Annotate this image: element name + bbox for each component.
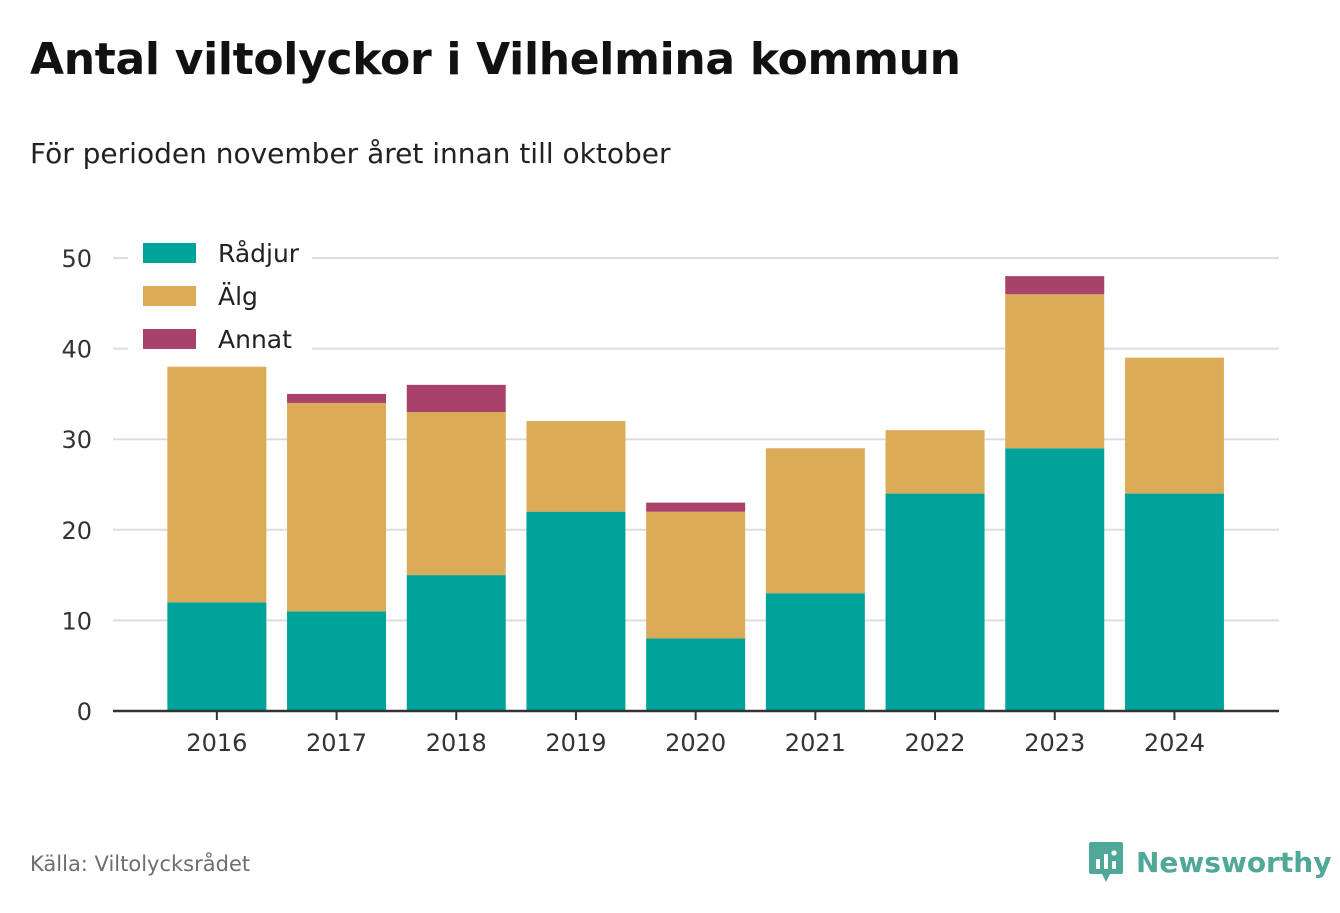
bar-segment — [1005, 276, 1105, 295]
x-tick-label: 2020 — [665, 729, 726, 757]
legend-label: Rådjur — [218, 239, 300, 268]
legend: Rådjur Älg Annat — [128, 232, 312, 357]
bar-segment — [765, 593, 865, 711]
bar-segment — [526, 511, 626, 711]
y-tick-label: 10 — [61, 607, 92, 635]
bar-segment — [765, 448, 865, 594]
bar-segment — [1005, 448, 1105, 711]
bar-segment — [167, 366, 267, 603]
x-tick-label: 2019 — [545, 729, 606, 757]
newsworthy-logo-icon — [1089, 842, 1123, 882]
bar-segment — [406, 575, 506, 711]
y-tick-label: 40 — [61, 336, 92, 364]
bar-segment — [287, 393, 387, 403]
legend-swatch — [143, 243, 196, 263]
bar-segment — [885, 430, 985, 494]
bar-segment — [1124, 493, 1224, 711]
legend-swatch — [143, 286, 196, 306]
x-tick-label: 2018 — [426, 729, 487, 757]
legend-label: Annat — [218, 325, 292, 354]
y-tick-label: 30 — [61, 426, 92, 454]
x-tick-label: 2021 — [785, 729, 846, 757]
bar-segment — [1124, 357, 1224, 494]
brand-logo: Newsworthy — [1088, 840, 1331, 884]
x-tick-label: 2023 — [1024, 729, 1085, 757]
bar-segment — [1005, 294, 1105, 449]
y-tick-label: 0 — [77, 698, 92, 726]
x-tick-label: 2016 — [186, 729, 247, 757]
y-axis-ticks: 0 10 20 30 40 50 — [61, 245, 92, 726]
bar-segment — [646, 638, 746, 711]
bar-segment — [885, 493, 985, 711]
x-axis: 2016 2017 2018 2019 2020 2021 2022 2023 2024 — [113, 709, 1279, 757]
bar-segment — [646, 502, 746, 512]
bar-segment — [167, 602, 267, 711]
bar-segment — [287, 402, 387, 612]
bar-segment — [526, 421, 626, 512]
bar-segment — [646, 511, 746, 639]
x-tick-label: 2024 — [1144, 729, 1205, 757]
brand-name: Newsworthy — [1136, 845, 1332, 879]
legend-swatch — [143, 329, 196, 349]
chart-title: Antal viltolyckor i Vilhelmina kommun — [30, 34, 961, 85]
source-note: Källa: Viltolycksrådet — [30, 852, 251, 876]
y-tick-label: 20 — [61, 517, 92, 545]
y-tick-label: 50 — [61, 245, 92, 273]
chart-subtitle: För perioden november året innan till ok… — [30, 137, 671, 170]
bar-segment — [287, 611, 387, 711]
bar-segment — [406, 384, 506, 413]
x-tick-label: 2022 — [905, 729, 966, 757]
legend-label: Älg — [218, 282, 258, 311]
x-tick-label: 2017 — [306, 729, 367, 757]
bars — [167, 276, 1224, 711]
bar-segment — [406, 412, 506, 576]
